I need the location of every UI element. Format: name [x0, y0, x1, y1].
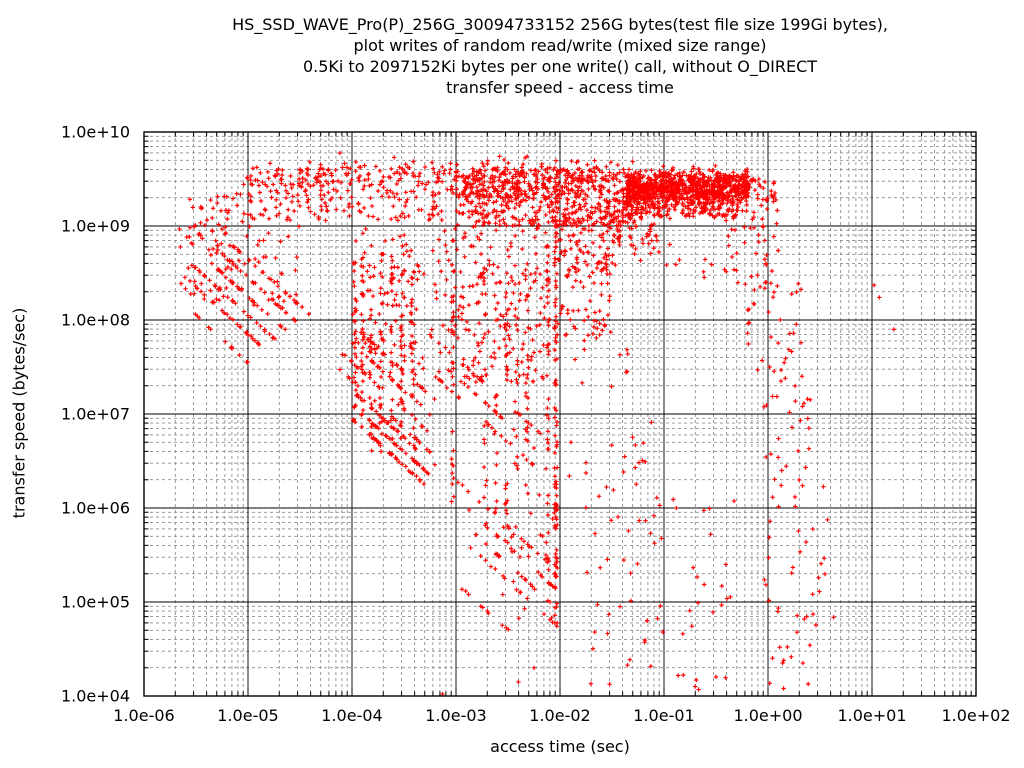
y-tick-label: 1.0e+07: [60, 404, 130, 424]
x-tick-label: 1.0e-04: [321, 706, 383, 725]
major-gridlines: [144, 132, 976, 696]
x-tick-label: 1.0e+01: [837, 706, 907, 725]
chart-title-line-3: 0.5Ki to 2097152Ki bytes per one write()…: [302, 57, 818, 76]
chart-title-line-4: transfer speed - access time: [446, 78, 674, 97]
y-tick-label: 1.0e+05: [60, 592, 130, 612]
x-tick-label: 1.0e+00: [733, 706, 803, 725]
scatter-points: [177, 150, 896, 697]
x-tick-label: 1.0e-01: [633, 706, 695, 725]
x-axis-title: access time (sec): [490, 737, 630, 756]
chart-title-line-2: plot writes of random read/write (mixed …: [353, 36, 767, 55]
x-tick-label: 1.0e-03: [425, 706, 487, 725]
x-tick-label: 1.0e-05: [217, 706, 279, 725]
y-tick-label: 1.0e+08: [60, 310, 130, 330]
y-tick-label: 1.0e+06: [60, 498, 130, 518]
y-tick-label: 1.0e+09: [60, 216, 130, 236]
chart-title: HS_SSD_WAVE_Pro(P)_256G_30094733152 256G…: [96, 14, 1024, 98]
chart-title-line-1: HS_SSD_WAVE_Pro(P)_256G_30094733152 256G…: [232, 15, 888, 34]
y-tick-label: 1.0e+04: [60, 686, 130, 706]
plot-border: [143, 131, 977, 697]
y-tick-label: 1.0e+10: [60, 122, 130, 142]
x-tick-label: 1.0e-02: [529, 706, 591, 725]
x-tick-label: 1.0e+02: [941, 706, 1011, 725]
x-tick-label: 1.0e-06: [113, 706, 175, 725]
